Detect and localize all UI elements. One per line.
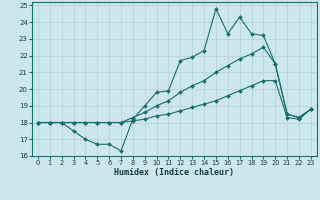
X-axis label: Humidex (Indice chaleur): Humidex (Indice chaleur) <box>115 168 234 177</box>
